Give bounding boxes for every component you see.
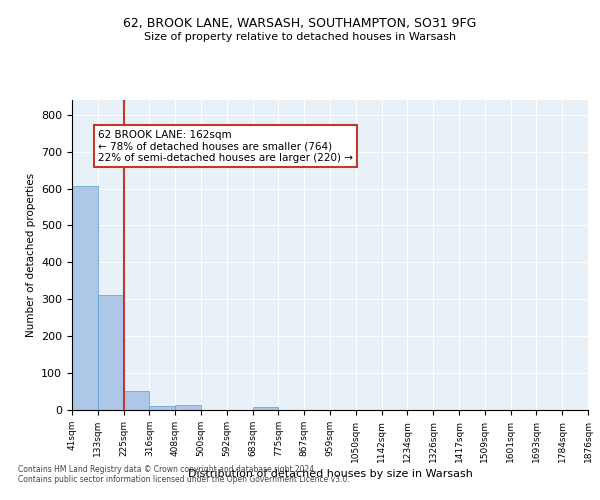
Bar xyxy=(149,406,175,410)
Bar xyxy=(175,405,201,410)
Bar xyxy=(124,391,149,410)
Text: Size of property relative to detached houses in Warsash: Size of property relative to detached ho… xyxy=(144,32,456,42)
Text: 62, BROOK LANE, WARSASH, SOUTHAMPTON, SO31 9FG: 62, BROOK LANE, WARSASH, SOUTHAMPTON, SO… xyxy=(124,18,476,30)
Text: 62 BROOK LANE: 162sqm
← 78% of detached houses are smaller (764)
22% of semi-det: 62 BROOK LANE: 162sqm ← 78% of detached … xyxy=(98,130,353,162)
Bar xyxy=(72,186,98,410)
Bar xyxy=(98,295,124,410)
Bar xyxy=(253,406,278,410)
Text: Contains HM Land Registry data © Crown copyright and database right 2024.
Contai: Contains HM Land Registry data © Crown c… xyxy=(18,465,350,484)
Y-axis label: Number of detached properties: Number of detached properties xyxy=(26,173,35,337)
X-axis label: Distribution of detached houses by size in Warsash: Distribution of detached houses by size … xyxy=(188,469,472,479)
